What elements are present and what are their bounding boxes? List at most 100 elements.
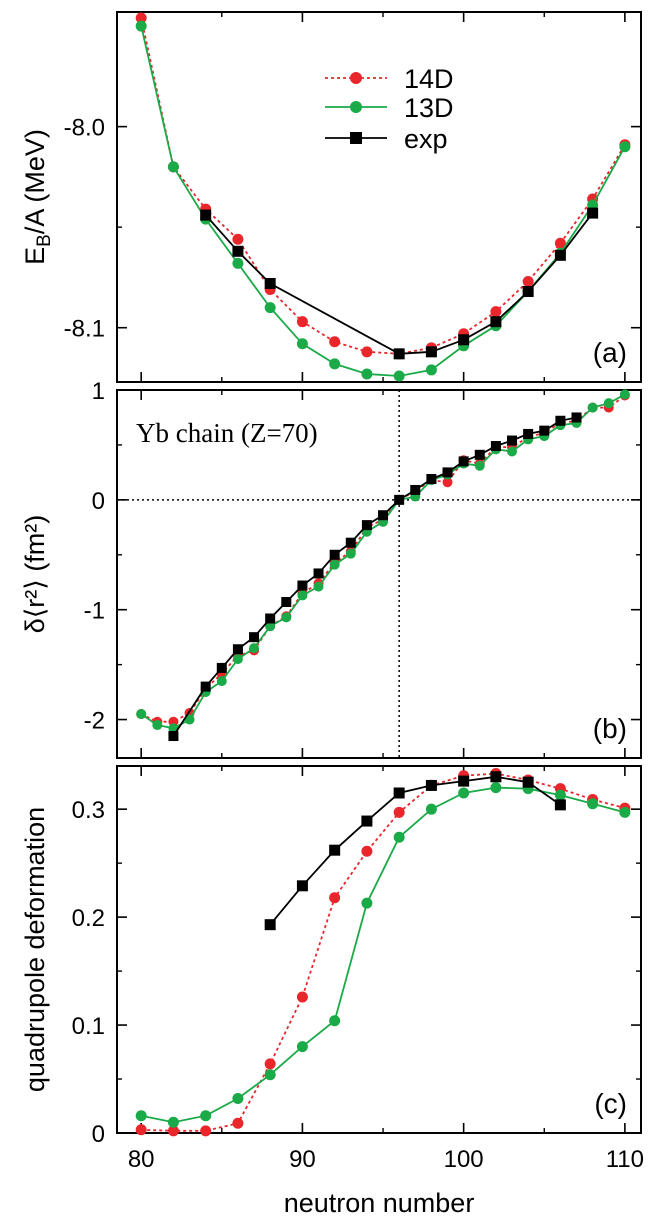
x-tick-label: 110 [606,1146,644,1173]
plot-frame [116,765,642,1134]
data-point [555,415,566,426]
data-point [523,428,534,439]
y-tick-label: 0.3 [72,797,105,824]
data-point [232,654,243,665]
data-point [297,580,308,591]
data-point [135,1110,147,1122]
y-tick-label: 0 [92,1121,105,1148]
data-point [345,537,356,548]
data-point [361,845,373,857]
data-point [296,880,308,892]
data-point [296,1041,308,1053]
y-axis-title-c: quadrupole deformation [20,807,50,1092]
series-line [141,786,626,1124]
x-tick-label: 90 [289,1146,316,1173]
legend-marker [350,72,362,84]
data-point [426,473,437,484]
data-point [442,467,453,478]
data-point [522,776,534,788]
data-point [264,277,276,289]
data-point [329,549,340,560]
data-point [265,613,276,624]
series-14d [135,768,631,1137]
plot-frame [116,389,642,759]
series-exp [200,207,599,360]
y-tick-label: 0.1 [72,1013,105,1040]
x-axis-title: neutron number [284,1188,475,1218]
data-point [587,402,598,413]
panel-c: 80 90 100 110 0 0.1 0.2 0.3 (c) [72,765,644,1173]
y-tick-label: 0.2 [72,905,105,932]
data-point [619,806,631,818]
data-point [425,364,437,376]
data-point [345,548,356,559]
data-point [249,632,260,643]
data-point [249,643,260,654]
data-point [232,245,244,257]
data-point [410,484,421,495]
data-point [232,233,244,245]
data-point [168,731,179,742]
data-point [458,456,469,467]
y-tick-label: -1 [84,598,105,625]
data-point [490,441,501,452]
data-point [507,446,518,457]
panel-label: (c) [594,1088,627,1119]
data-point [490,771,502,783]
data-point [603,398,614,409]
data-point [619,389,630,400]
series-exp [264,771,566,931]
data-point [232,1117,244,1129]
data-point [167,161,179,173]
data-point [522,275,534,287]
data-point [587,798,599,810]
x-tick-label: 80 [128,1146,155,1173]
data-point [425,803,437,815]
data-point [522,286,534,298]
data-point [313,568,324,579]
y-tick-label: -8.0 [64,115,105,142]
data-point [361,368,373,380]
data-point [361,897,373,909]
data-point [265,621,276,632]
data-point [216,662,227,673]
data-point [329,559,340,570]
series-line [172,416,577,737]
data-point [152,720,163,731]
data-point [232,1092,244,1104]
data-point [329,1015,341,1027]
data-point [264,1058,276,1070]
data-point [554,789,566,801]
data-point [361,815,373,827]
data-point [394,494,405,505]
data-point [296,338,308,350]
x-tick-label: 100 [444,1146,484,1173]
data-point [232,257,244,269]
legend-label: exp [404,124,448,154]
data-point [264,302,276,314]
data-point [458,334,470,346]
data-point [135,1124,147,1136]
data-point [490,306,502,318]
data-point [474,460,485,471]
y-tick-label: -2 [84,708,105,735]
panel-b: -2 -1 0 1 (b) Yb chain (Z=70) [84,378,642,759]
data-point [442,477,453,488]
data-point [458,787,470,799]
legend-marker [350,132,362,144]
data-point [393,370,405,382]
data-point [200,1110,212,1122]
data-point [232,644,243,655]
data-point [393,831,405,843]
plot-frame [116,11,642,383]
data-point [296,316,308,328]
data-point [619,141,631,153]
data-point [136,709,147,720]
series-line [269,775,561,926]
data-point [458,775,470,787]
data-point [329,336,341,348]
panel-label: (a) [593,337,627,368]
data-point [297,590,308,601]
data-point [554,799,566,811]
